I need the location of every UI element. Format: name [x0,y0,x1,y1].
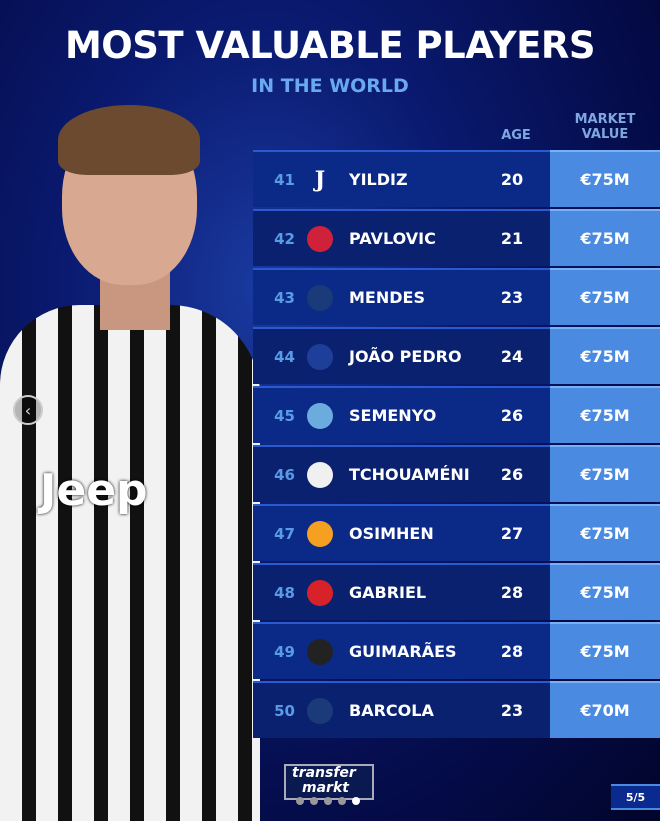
market-value: €75M [550,209,660,266]
shirt-sponsor: Jeep [40,465,148,516]
chelsea-crest-icon [307,343,333,370]
table-row: 43 MENDES 23 €75M [253,268,660,325]
manchester-city-crest-icon [307,402,333,429]
table-row: 45 SEMENYO 26 €75M [253,386,660,443]
player-age: 23 [500,288,524,307]
player-cell: 44 JOÃO PEDRO 24 [253,327,550,384]
table-row: 42 PAVLOVIC 21 €75M [253,209,660,266]
galatasaray-crest-icon [307,520,333,547]
psg-crest-icon [307,284,333,311]
rank: 48 [274,583,295,602]
rank: 42 [274,229,295,248]
carousel-dots [296,797,360,805]
psg-crest-icon [307,697,333,724]
real-madrid-crest-icon [307,461,333,488]
player-age: 28 [500,642,524,661]
player-cell: 45 SEMENYO 26 [253,386,550,443]
table-row: 50 BARCOLA 23 €70M [253,681,660,738]
player-name: PAVLOVIC [349,229,436,248]
table-row: 46 TCHOUAMÉNI 26 €75M [253,445,660,502]
rank: 44 [274,347,295,366]
player-photo: Jeep [0,105,280,821]
player-cell: 47 OSIMHEN 27 [253,504,550,561]
rank: 41 [274,170,295,189]
player-name: MENDES [349,288,425,307]
market-value: €75M [550,563,660,620]
carousel-dot[interactable] [296,797,304,805]
page-indicator: 5/5 [611,784,660,810]
carousel-dot[interactable] [310,797,318,805]
market-value: €75M [550,445,660,502]
carousel-dot[interactable] [352,797,360,805]
player-name: GUIMARÃES [349,642,457,661]
market-value: €70M [550,681,660,738]
player-cell: 43 MENDES 23 [253,268,550,325]
rank: 50 [274,701,295,720]
table-row: 48 GABRIEL 28 €75M [253,563,660,620]
market-value: €75M [550,268,660,325]
player-name: SEMENYO [349,406,437,425]
player-cell: 50 BARCOLA 23 [253,681,550,738]
player-name: GABRIEL [349,583,427,602]
market-value: €75M [550,622,660,679]
hair [58,105,200,175]
age-header: AGE [501,128,531,143]
rank: 43 [274,288,295,307]
table-row: 41 J YILDIZ 20 €75M [253,150,660,207]
player-cell: 41 J YILDIZ 20 [253,150,550,207]
player-age: 27 [500,524,524,543]
logo-line2: markt [302,780,349,796]
carousel-dot[interactable] [324,797,332,805]
rank: 46 [274,465,295,484]
player-cell: 46 TCHOUAMÉNI 26 [253,445,550,502]
carousel-prev-arrow-icon[interactable]: ‹ [13,395,43,425]
bayern-munich-crest-icon [307,225,333,252]
player-name: OSIMHEN [349,524,434,543]
player-cell: 49 GUIMARÃES 28 [253,622,550,679]
player-age: 20 [500,170,524,189]
rank: 49 [274,642,295,661]
player-age: 23 [500,701,524,720]
table-row: 44 JOÃO PEDRO 24 €75M [253,327,660,384]
market-value: €75M [550,150,660,207]
carousel-dot[interactable] [338,797,346,805]
player-age: 21 [500,229,524,248]
logo-line1: transfer [292,765,356,781]
player-age: 28 [500,583,524,602]
table-row: 47 OSIMHEN 27 €75M [253,504,660,561]
market-value-header-line1: MARKET [574,112,636,127]
market-value: €75M [550,327,660,384]
newcastle-crest-icon [307,638,333,665]
player-age: 24 [500,347,524,366]
market-value-header: MARKET VALUE [560,112,650,142]
player-name: BARCOLA [349,701,434,720]
player-cell: 42 PAVLOVIC 21 [253,209,550,266]
transfermarkt-logo: transfer markt [284,764,374,800]
rank: 45 [274,406,295,425]
player-age: 26 [500,465,524,484]
player-name: JOÃO PEDRO [349,347,462,366]
page-title: MOST VALUABLE PLAYERS [64,24,596,67]
player-cell: 48 GABRIEL 28 [253,563,550,620]
market-value: €75M [550,386,660,443]
shirt [0,305,260,821]
market-value-header-line2: VALUE [581,127,629,142]
player-name: YILDIZ [349,170,408,189]
page-subtitle: IN THE WORLD [251,75,409,97]
rank: 47 [274,524,295,543]
player-name: TCHOUAMÉNI [349,465,470,484]
player-age: 26 [500,406,524,425]
table-row: 49 GUIMARÃES 28 €75M [253,622,660,679]
arsenal-crest-icon [307,579,333,606]
juventus-crest-icon: J [314,166,326,193]
market-value: €75M [550,504,660,561]
